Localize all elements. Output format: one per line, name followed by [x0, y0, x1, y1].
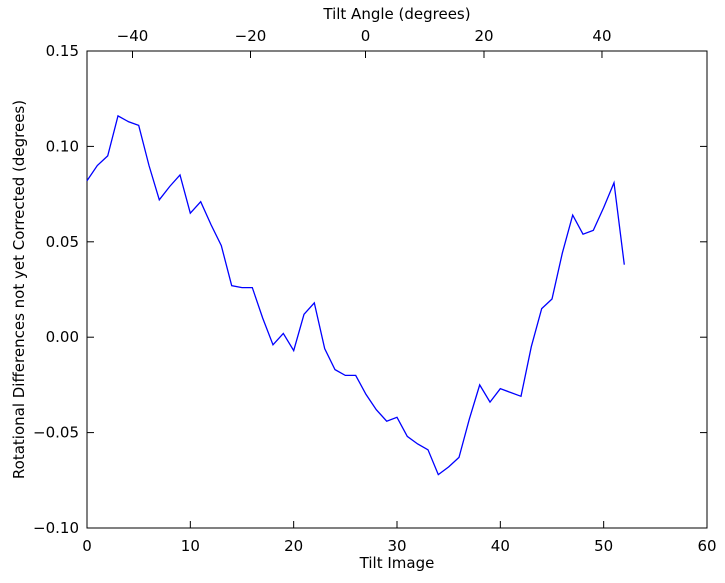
x-tick-label: 50 [594, 537, 613, 555]
data-line [86, 114, 625, 476]
x-tick-label: 10 [181, 537, 200, 555]
top-tick-label: −40 [117, 27, 149, 45]
y-axis-title: Rotational Differences not yet Corrected… [10, 100, 28, 479]
x-tick-label: 30 [387, 537, 406, 555]
top-tick-label: 20 [474, 27, 493, 45]
plot-area: 0 10 20 30 40 50 60 −40 −20 0 20 40 0.15 0.10 0.05 0.00… [33, 27, 717, 555]
y-tick-label: −0.05 [33, 424, 79, 442]
top-tick-label: 0 [361, 27, 371, 45]
x-tick-label: 20 [284, 537, 303, 555]
y-tick-label: 0.15 [46, 42, 79, 60]
y-tick-label: −0.10 [33, 519, 79, 537]
x-tick-label: 0 [82, 537, 92, 555]
top-tick-label: −20 [235, 27, 267, 45]
top-tick-label: 40 [592, 27, 611, 45]
x-tick-label: 60 [697, 537, 716, 555]
y-tick-label: 0.00 [46, 328, 79, 346]
y-tick-label: 0.10 [46, 137, 79, 155]
y-tick-label: 0.05 [46, 233, 79, 251]
top-axis-title: Tilt Angle (degrees) [322, 5, 470, 23]
x-tick-label: 40 [491, 537, 510, 555]
x-axis-title: Tilt Image [359, 554, 435, 572]
plot-frame [86, 50, 708, 529]
